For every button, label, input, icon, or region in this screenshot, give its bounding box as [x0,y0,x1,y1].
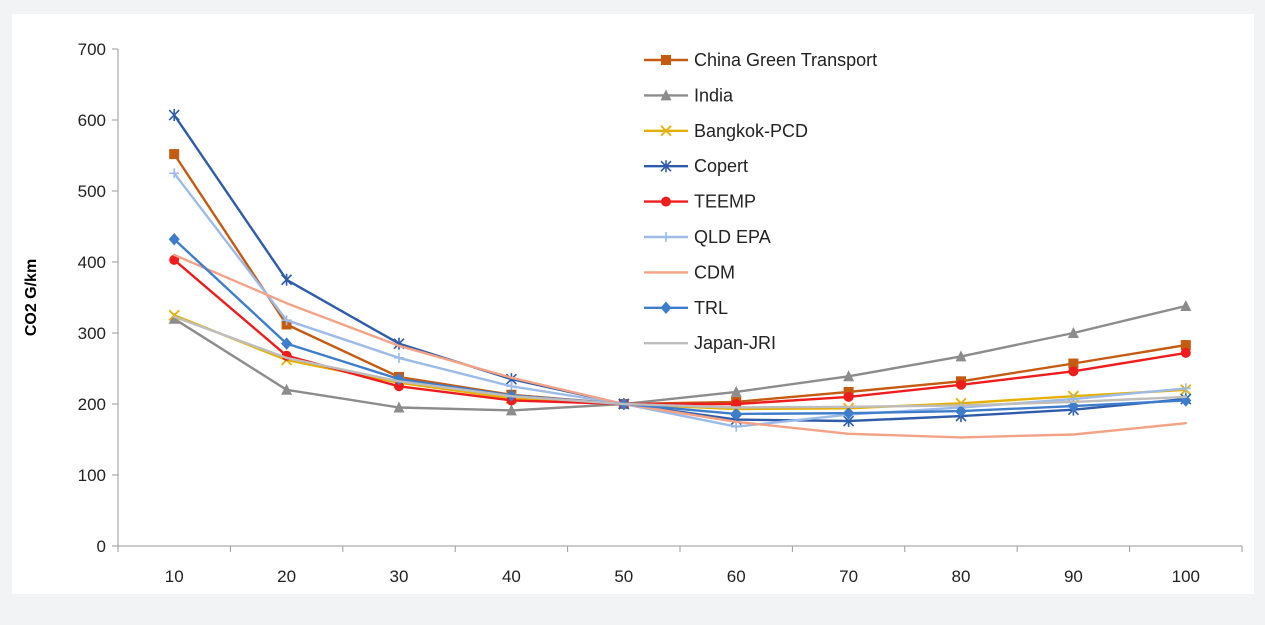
axes: 0 100 200 300 400 500 600 700 10 20 30 40 50 60 70 80 90… [23,40,1243,586]
data-point [1068,358,1079,369]
data-point [660,89,672,101]
legend-label: India [694,85,734,105]
legend: China Green Transport India Bangkok-PCD Cop… [644,50,877,353]
data-point [394,381,404,392]
series-line [172,172,1188,428]
data-point [505,404,517,416]
x-tick-label: 50 [614,567,633,586]
legend-label: China Green Transport [694,50,877,70]
series-line [172,238,1188,416]
x-tick-label: 100 [1172,567,1200,586]
data-point [1180,383,1191,394]
data-point [661,232,671,242]
data-point [660,125,672,137]
data-point [956,379,966,390]
data-point [281,337,293,350]
legend-item: Copert [644,156,748,176]
y-tick-label: 100 [78,466,106,485]
series-line [172,253,1188,439]
x-tick-label: 60 [727,567,746,586]
data-point [660,301,672,315]
data-point [1180,300,1192,312]
x-tick-label: 40 [502,567,521,586]
data-point [730,407,742,421]
legend-item: Japan-JRI [644,333,776,353]
series-lines [168,109,1192,439]
series-japan-jri [172,315,1188,409]
y-axis-title: CO2 G/km [23,259,40,336]
data-point [168,312,180,324]
x-tick-label: 80 [952,567,971,586]
x-tick-label: 90 [1064,567,1083,586]
legend-label: CDM [694,262,735,282]
data-point [169,149,180,160]
y-tick-label: 600 [78,111,106,130]
series-line [172,304,1188,412]
data-point [169,254,180,265]
data-point [1180,340,1191,351]
data-point [281,315,292,326]
series-copert [168,109,1192,428]
legend-label: Japan-JRI [694,333,776,353]
series-china-green-transport [169,149,1191,409]
data-point [843,406,855,420]
data-point [168,233,180,246]
chart-area: 0 100 200 300 400 500 600 700 10 20 30 40 50 60 70 80 90… [12,14,1254,594]
legend-label: Copert [694,156,748,176]
legend-label: QLD EPA [694,227,771,247]
legend-item: TEEMP [644,192,756,212]
data-point [281,383,293,395]
legend-item: Bangkok-PCD [644,121,808,141]
data-point [168,109,180,122]
legend-item: QLD EPA [644,227,771,247]
data-point [660,160,672,173]
line-chart: 0 100 200 300 400 500 600 700 10 20 30 40 50 60 70 80 90… [23,40,1243,586]
legend-item: India [644,85,734,105]
legend-item: CDM [644,262,735,282]
data-point [1068,366,1079,377]
data-point [843,391,854,402]
legend-item: TRL [644,298,728,318]
legend-label: TRL [694,298,728,318]
data-point [169,168,180,179]
legend-label: Bangkok-PCD [694,121,808,141]
y-tick-label: 500 [78,182,106,201]
data-point [730,385,742,397]
y-tick-label: 200 [78,395,106,414]
x-tick-label: 20 [277,567,296,586]
series-line [172,258,1188,406]
y-tick-label: 700 [78,40,106,59]
x-tick-label: 30 [390,567,409,586]
x-tick-label: 10 [165,567,184,586]
data-point [281,273,293,286]
data-point [955,404,967,418]
data-point [843,370,855,382]
series-trl [168,233,1192,421]
data-point [731,421,742,432]
series-cdm [172,253,1188,439]
y-tick-label: 400 [78,253,106,272]
data-point [393,401,405,413]
data-point [955,350,967,362]
y-tick-label: 300 [78,324,106,343]
data-point [1180,347,1191,358]
data-point [1067,327,1079,338]
data-point [661,55,671,65]
legend-label: TEEMP [694,192,756,212]
x-tick-label: 70 [839,567,858,586]
data-point [661,196,671,207]
data-point [394,352,404,363]
series-line [172,315,1188,409]
y-tick-label: 0 [97,537,106,556]
legend-item: China Green Transport [644,50,877,70]
